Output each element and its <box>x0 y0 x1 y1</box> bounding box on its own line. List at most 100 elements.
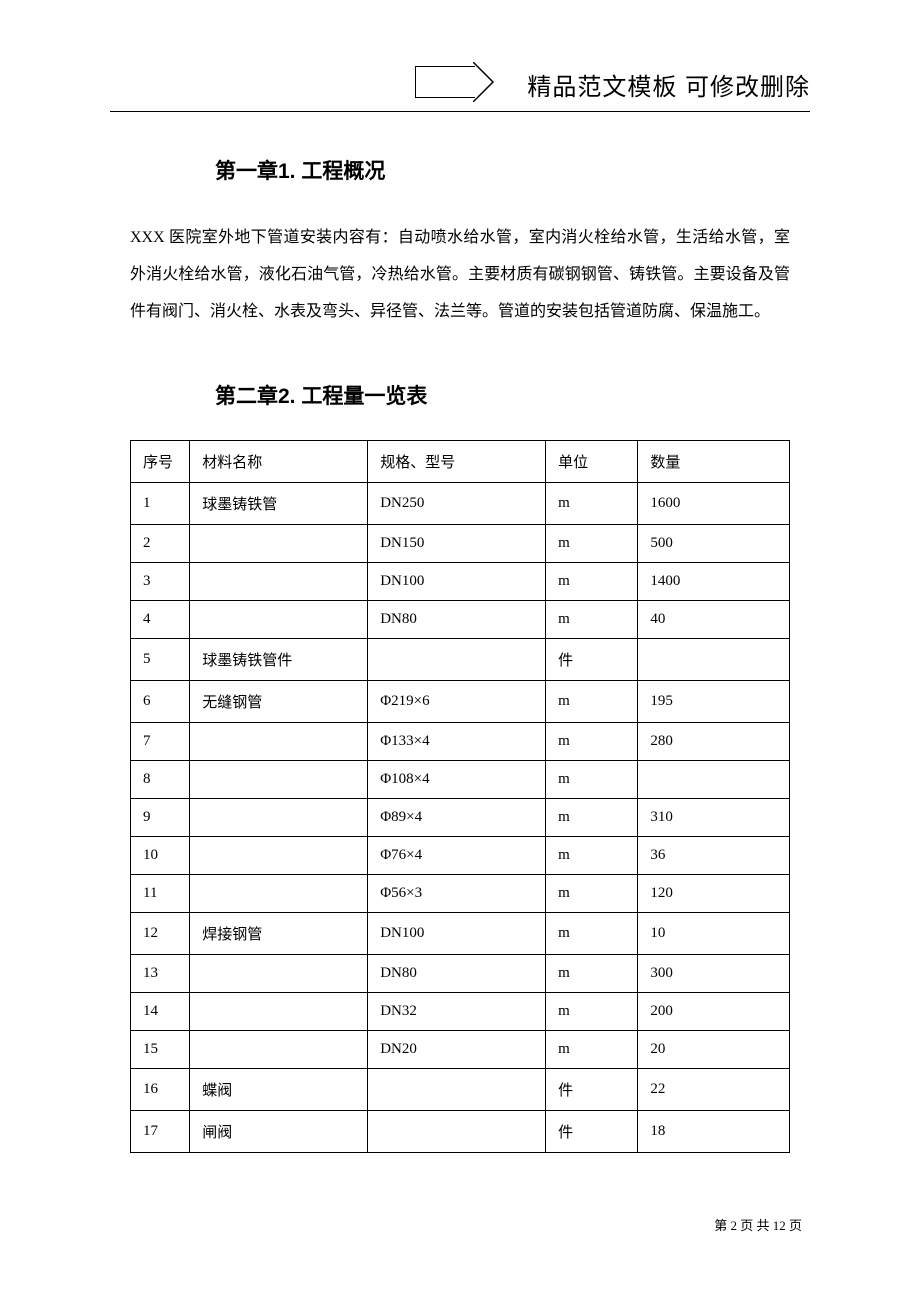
table-cell: m <box>546 1031 638 1069</box>
table-cell: 3 <box>131 563 190 601</box>
table-cell: 7 <box>131 723 190 761</box>
table-row: 4DN80m40 <box>131 601 790 639</box>
table-cell: 无缝钢管 <box>190 681 368 723</box>
table-row: 17闸阀件18 <box>131 1111 790 1153</box>
table-cell: m <box>546 993 638 1031</box>
table-cell: m <box>546 681 638 723</box>
table-cell <box>368 1069 546 1111</box>
table-cell: DN32 <box>368 993 546 1031</box>
table-cell: 500 <box>638 525 790 563</box>
table-cell: DN80 <box>368 955 546 993</box>
table-cell: 1 <box>131 483 190 525</box>
table-cell <box>190 525 368 563</box>
table-row: 1球墨铸铁管DN250m1600 <box>131 483 790 525</box>
table-cell: m <box>546 955 638 993</box>
table-cell <box>190 875 368 913</box>
table-cell <box>190 761 368 799</box>
table-cell: DN100 <box>368 913 546 955</box>
table-cell: 13 <box>131 955 190 993</box>
table-cell: 6 <box>131 681 190 723</box>
table-row: 6无缝钢管Φ219×6m195 <box>131 681 790 723</box>
table-cell <box>638 761 790 799</box>
page-footer: 第 2 页 共 12 页 <box>714 1215 802 1234</box>
table-cell <box>190 723 368 761</box>
table-row: 16蝶阀件22 <box>131 1069 790 1111</box>
table-cell: m <box>546 563 638 601</box>
table-cell: 2 <box>131 525 190 563</box>
header-underline <box>110 111 810 112</box>
chapter1-body: XXX 医院室外地下管道安装内容有：自动喷水给水管，室内消火栓给水管，生活给水管… <box>130 220 790 330</box>
table-cell: 件 <box>546 1111 638 1153</box>
table-cell: 球墨铸铁管 <box>190 483 368 525</box>
table-row: 15 DN20m20 <box>131 1031 790 1069</box>
chapter1-heading: 第一章1. 工程概况 <box>215 155 790 185</box>
header-title: 精品范文模板 可修改删除 <box>527 67 810 102</box>
table-cell: m <box>546 799 638 837</box>
table-cell: DN20 <box>368 1031 546 1069</box>
table-cell <box>190 955 368 993</box>
chapter2-heading: 第二章2. 工程量一览表 <box>215 380 790 410</box>
table-cell: 1600 <box>638 483 790 525</box>
table-row: 8Φ108×4m <box>131 761 790 799</box>
table-cell: 4 <box>131 601 190 639</box>
table-row: 13DN80m300 <box>131 955 790 993</box>
table-cell: 36 <box>638 837 790 875</box>
table-cell: 120 <box>638 875 790 913</box>
table-cell: Φ108×4 <box>368 761 546 799</box>
table-cell: 15 <box>131 1031 190 1069</box>
table-cell: 12 <box>131 913 190 955</box>
table-cell: Φ89×4 <box>368 799 546 837</box>
table-cell: 195 <box>638 681 790 723</box>
table-cell: m <box>546 525 638 563</box>
table-cell: 280 <box>638 723 790 761</box>
table-cell <box>190 993 368 1031</box>
table-header-cell: 规格、型号 <box>368 441 546 483</box>
table-row: 9 Φ89×4m310 <box>131 799 790 837</box>
table-cell: DN100 <box>368 563 546 601</box>
table-cell: m <box>546 483 638 525</box>
table-cell: m <box>546 837 638 875</box>
table-row: 14 DN32m200 <box>131 993 790 1031</box>
table-row: 12焊接钢管DN100m10 <box>131 913 790 955</box>
table-cell: m <box>546 875 638 913</box>
table-cell: Φ219×6 <box>368 681 546 723</box>
table-cell: Φ56×3 <box>368 875 546 913</box>
table-cell: 焊接钢管 <box>190 913 368 955</box>
table-cell: DN250 <box>368 483 546 525</box>
table-row: 2 DN150m500 <box>131 525 790 563</box>
table-cell: 件 <box>546 639 638 681</box>
table-cell: 球墨铸铁管件 <box>190 639 368 681</box>
page-header: 精品范文模板 可修改删除 <box>110 72 810 112</box>
table-header-cell: 序号 <box>131 441 190 483</box>
table-cell: 16 <box>131 1069 190 1111</box>
table-header-cell: 单位 <box>546 441 638 483</box>
table-cell: 件 <box>546 1069 638 1111</box>
quantity-table: 序号材料名称规格、型号单位数量1球墨铸铁管DN250m16002DN150m50… <box>130 440 790 1153</box>
table-cell: 14 <box>131 993 190 1031</box>
table-cell: 1400 <box>638 563 790 601</box>
table-cell <box>368 639 546 681</box>
table-cell: 310 <box>638 799 790 837</box>
table-cell: 18 <box>638 1111 790 1153</box>
table-row: 7 Φ133×4m280 <box>131 723 790 761</box>
table-cell: 22 <box>638 1069 790 1111</box>
table-row: 11 Φ56×3m120 <box>131 875 790 913</box>
table-cell: 40 <box>638 601 790 639</box>
table-cell: 20 <box>638 1031 790 1069</box>
table-cell: 11 <box>131 875 190 913</box>
table-cell: Φ133×4 <box>368 723 546 761</box>
table-cell: Φ76×4 <box>368 837 546 875</box>
table-cell: m <box>546 723 638 761</box>
table-cell: 10 <box>638 913 790 955</box>
table-cell <box>190 837 368 875</box>
table-cell: DN80 <box>368 601 546 639</box>
table-header-cell: 材料名称 <box>190 441 368 483</box>
table-cell: 闸阀 <box>190 1111 368 1153</box>
table-cell <box>368 1111 546 1153</box>
table-cell: 9 <box>131 799 190 837</box>
table-cell: DN150 <box>368 525 546 563</box>
table-cell: 200 <box>638 993 790 1031</box>
table-cell: 10 <box>131 837 190 875</box>
table-cell <box>638 639 790 681</box>
table-cell: 5 <box>131 639 190 681</box>
